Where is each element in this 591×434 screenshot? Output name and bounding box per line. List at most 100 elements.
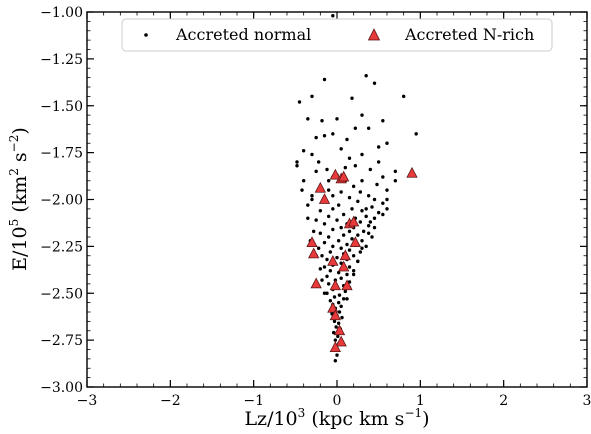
point-accreted-normal [322, 240, 327, 245]
point-accreted-normal [339, 225, 343, 230]
point-accreted-normal [381, 175, 385, 179]
point-accreted-normal [320, 254, 324, 258]
point-accreted-normal [326, 179, 331, 183]
point-accreted-normal [316, 160, 321, 164]
point-accreted-normal [343, 289, 348, 294]
point-accreted-normal [326, 188, 331, 192]
point-accreted-normal [351, 269, 356, 273]
point-accreted-n-rich [329, 341, 341, 353]
point-accreted-n-rich [339, 249, 351, 261]
point-accreted-normal [358, 220, 363, 224]
point-accreted-normal [375, 182, 379, 187]
point-accreted-normal [339, 190, 343, 194]
point-accreted-normal [360, 239, 364, 243]
point-accreted-normal [358, 250, 363, 254]
point-accreted-normal [306, 216, 310, 220]
point-accreted-normal [351, 272, 356, 277]
legend: Accreted normal Accreted N-rich [121, 18, 553, 52]
point-accreted-normal [322, 265, 327, 269]
point-accreted-n-rich [341, 279, 353, 291]
point-accreted-normal [339, 276, 343, 280]
point-accreted-n-rich [338, 260, 350, 272]
point-accreted-normal [393, 169, 398, 174]
point-accreted-normal [366, 231, 371, 235]
point-accreted-normal [337, 310, 342, 314]
point-accreted-normal [333, 359, 338, 363]
point-accreted-normal [345, 272, 349, 277]
point-accreted-normal [331, 132, 335, 136]
point-accreted-normal [372, 225, 377, 230]
point-accreted-normal [364, 207, 368, 211]
point-accreted-normal [358, 190, 363, 194]
point-accreted-normal [314, 169, 318, 174]
point-accreted-normal [372, 216, 377, 220]
point-accreted-normal [370, 235, 374, 239]
point-accreted-normal [360, 152, 364, 157]
point-accreted-normal [393, 179, 398, 183]
point-accreted-normal [381, 119, 385, 123]
point-accreted-normal [372, 197, 377, 202]
point-accreted-normal [343, 165, 348, 170]
point-accreted-n-rich [349, 236, 361, 248]
point-accreted-n-rich [314, 181, 326, 193]
point-accreted-normal [320, 278, 324, 282]
point-accreted-normal [337, 293, 342, 297]
point-accreted-normal [347, 248, 352, 252]
point-accreted-normal [364, 214, 368, 219]
point-accreted-normal [376, 160, 381, 164]
point-accreted-normal [326, 235, 331, 239]
point-accreted-normal [325, 274, 329, 279]
point-accreted-normal [350, 96, 354, 100]
point-accreted-normal [310, 194, 314, 198]
point-accreted-normal [310, 94, 314, 99]
point-accreted-normal [345, 137, 349, 142]
point-accreted-normal [331, 330, 336, 335]
legend-marker-accreted-n-rich [367, 28, 381, 41]
y-tick-label: −2.00 [40, 193, 83, 209]
point-accreted-normal [341, 233, 346, 237]
point-accreted-normal [335, 255, 339, 260]
point-accreted-n-rich [329, 309, 341, 321]
point-accreted-normal [345, 297, 349, 301]
point-accreted-normal [331, 207, 335, 211]
point-accreted-normal [331, 227, 335, 232]
point-accreted-n-rich [329, 168, 341, 180]
point-accreted-normal [340, 315, 344, 320]
point-accreted-n-rich [335, 335, 347, 347]
point-accreted-n-rich [308, 247, 320, 259]
point-accreted-normal [368, 167, 373, 172]
point-accreted-normal [356, 233, 360, 237]
point-accreted-normal [351, 184, 356, 189]
point-accreted-normal [347, 265, 352, 269]
point-accreted-normal [300, 188, 304, 192]
point-accreted-normal [328, 250, 333, 254]
point-accreted-n-rich [406, 166, 418, 178]
point-accreted-normal [318, 231, 323, 235]
point-accreted-normal [376, 210, 381, 215]
point-accreted-normal [316, 246, 321, 250]
point-accreted-normal [376, 145, 381, 149]
point-accreted-normal [335, 218, 339, 222]
point-accreted-normal [360, 246, 364, 250]
point-accreted-normal [381, 201, 385, 205]
point-accreted-normal [318, 267, 323, 271]
point-accreted-normal [311, 229, 316, 234]
y-tick-label: −2.25 [40, 239, 83, 255]
y-tick-label: −1.00 [40, 5, 83, 21]
point-accreted-normal [366, 224, 371, 228]
point-accreted-normal [385, 141, 389, 145]
point-accreted-n-rich [318, 193, 331, 204]
point-accreted-normal [328, 299, 333, 303]
point-accreted-n-rich [333, 324, 346, 336]
point-accreted-normal [366, 126, 371, 130]
point-accreted-normal [333, 338, 338, 342]
point-accreted-normal [331, 14, 335, 18]
point-accreted-normal [336, 300, 341, 305]
x-tick-label: 2 [499, 393, 508, 409]
point-accreted-normal [314, 218, 318, 222]
x-tick-label: 1 [416, 393, 425, 409]
point-accreted-normal [314, 135, 318, 140]
x-tick-label: −3 [77, 393, 98, 409]
point-accreted-n-rich [348, 215, 360, 227]
point-accreted-normal [339, 147, 343, 151]
